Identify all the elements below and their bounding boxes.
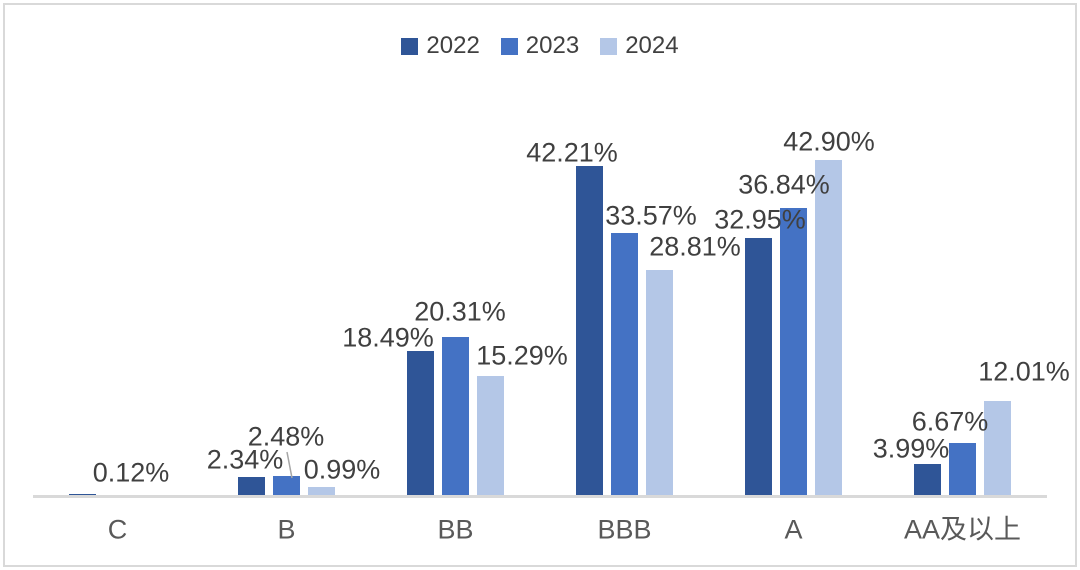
data-label-2022-A: 32.95%	[714, 204, 806, 235]
bar-2023-BBB	[611, 233, 638, 495]
legend-swatch-icon	[401, 37, 419, 55]
bar-2024-BB	[477, 376, 504, 495]
data-label-2022-C: 0.12%	[92, 457, 170, 488]
legend-swatch-icon	[500, 37, 518, 55]
bar-2023-BB	[442, 337, 469, 495]
legend-swatch-icon	[600, 37, 618, 55]
data-label-2023-BB: 20.31%	[414, 296, 506, 327]
legend-item-2023: 2023	[500, 32, 580, 59]
legend-label: 2024	[625, 32, 679, 59]
category-label-BB: BB	[437, 514, 474, 545]
x-axis-line	[33, 495, 1047, 498]
data-label-2023-BBB: 33.57%	[605, 200, 697, 231]
category-label-C: C	[107, 514, 128, 545]
data-label-2024-AA及以上: 12.01%	[978, 356, 1070, 387]
legend: 2022 2023 2024	[0, 32, 1080, 60]
data-label-2024-BBB: 28.81%	[649, 231, 741, 262]
category-label-BBB: BBB	[597, 514, 652, 545]
legend-item-2024: 2024	[600, 32, 679, 59]
legend-label: 2023	[525, 32, 580, 59]
bar-2022-AA及以上	[914, 464, 941, 495]
bar-2023-AA及以上	[949, 443, 976, 495]
bar-2022-B	[238, 477, 265, 495]
bar-2023-B	[273, 476, 300, 495]
bar-2022-BBB	[576, 166, 603, 495]
category-label-AA及以上: AA及以上	[903, 514, 1022, 545]
data-label-2023-B: 2.48%	[247, 421, 325, 452]
bar-2023-A	[780, 208, 807, 495]
data-label-2022-BB: 18.49%	[342, 322, 434, 353]
bar-2022-A	[745, 238, 772, 495]
data-label-2024-A: 42.90%	[783, 126, 875, 157]
legend-label: 2022	[426, 32, 480, 59]
data-label-2022-BBB: 42.21%	[526, 137, 618, 168]
legend-item-2022: 2022	[401, 32, 480, 59]
bar-2024-B	[308, 487, 335, 495]
category-label-A: A	[784, 514, 803, 545]
label-leader-line	[286, 451, 293, 479]
data-label-2022-B: 2.34%	[206, 444, 284, 475]
bar-2024-BBB	[646, 270, 673, 495]
bar-2022-BB	[407, 351, 434, 495]
data-label-2023-AA及以上: 6.67%	[911, 406, 989, 437]
bar-2024-A	[815, 160, 842, 495]
data-label-2024-B: 0.99%	[303, 454, 381, 485]
category-label-B: B	[277, 514, 296, 545]
bar-2024-AA及以上	[984, 401, 1011, 495]
data-label-2023-A: 36.84%	[738, 169, 830, 200]
data-label-2024-BB: 15.29%	[476, 340, 568, 371]
data-label-2022-AA及以上: 3.99%	[872, 433, 950, 464]
bar-2022-C	[69, 494, 96, 495]
